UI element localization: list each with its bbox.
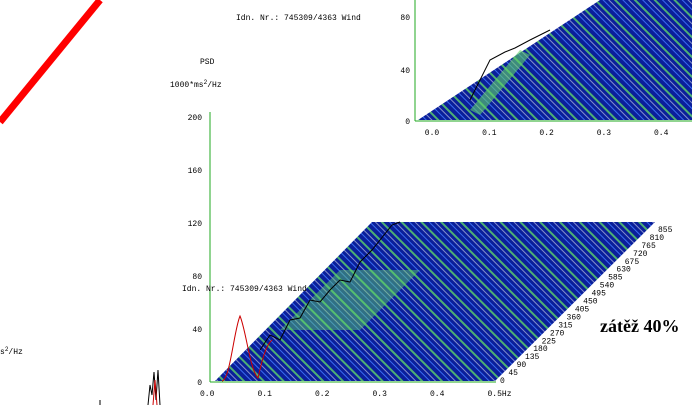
main-peak: [221, 314, 273, 382]
bl-exp: 2: [5, 346, 9, 353]
main-x-tick: 0.1: [258, 390, 273, 399]
top-x-tick: 0.0: [425, 129, 440, 138]
top-y-tick: 80: [400, 14, 410, 23]
main-x-tick: 0.4: [430, 390, 445, 399]
top-x-tick: 0.2: [539, 129, 554, 138]
top-x-tick: 0.4: [654, 129, 669, 138]
depth-label: 810: [650, 234, 665, 243]
main-waterfall: [215, 222, 655, 381]
depth-label: 0: [500, 377, 505, 386]
depth-label: 360: [567, 313, 582, 322]
bl-prefix: s: [0, 348, 5, 357]
depth-label: 495: [591, 290, 606, 299]
depth-label: 720: [633, 250, 648, 259]
depth-label: 270: [550, 329, 565, 338]
unit-prefix: 1000*ms: [170, 81, 204, 90]
depth-label: 405: [575, 305, 590, 314]
annotation: zátěž 40%: [600, 316, 679, 336]
main-y-tick: 40: [192, 326, 202, 335]
main-y-tick: 160: [188, 167, 203, 176]
main-id-label: Idn. Nr.: 745309/4363 Wind: [182, 285, 307, 294]
main-y-tick: 120: [188, 220, 203, 229]
main-curves: [259, 221, 401, 351]
depth-label: 855: [658, 226, 673, 235]
psd-label: PSD: [200, 58, 215, 67]
bl-spike: [147, 369, 161, 405]
depth-label: 585: [608, 274, 623, 283]
main-x-tick: 0.2: [315, 390, 330, 399]
depth-label: 675: [625, 258, 640, 267]
depth-label: 450: [583, 298, 598, 307]
unit-suffix: /Hz: [207, 81, 222, 90]
top-id-label: Idn. Nr.: 745309/4363 Wind: [236, 14, 361, 23]
depth-label: 315: [558, 321, 573, 330]
top-waterfall: [418, 0, 692, 120]
depth-label: 540: [600, 282, 615, 291]
top-x-tick: 0.1: [482, 129, 497, 138]
top-curves: [469, 29, 551, 101]
depth-label: 45: [508, 369, 518, 378]
depth-label: 630: [616, 266, 631, 275]
depth-label: 225: [542, 337, 557, 346]
depth-label: 135: [525, 353, 540, 362]
depth-label: 180: [533, 345, 548, 354]
unit-exp: 2: [204, 79, 208, 86]
main-y-tick: 0: [197, 379, 202, 388]
bl-unit: s2/Hz: [0, 346, 23, 357]
top-highlight: [470, 50, 530, 115]
main-x-tick: 0.3: [373, 390, 388, 399]
main-highlight: [280, 270, 420, 330]
depth-label: 765: [641, 242, 656, 251]
main-y-tick: 200: [188, 114, 203, 123]
top-y-tick: 40: [400, 67, 410, 76]
red-line: [0, 0, 103, 125]
bl-spike-red: [152, 379, 158, 405]
depth-label: 90: [517, 361, 527, 370]
main-x-tick: 0.5Hz: [488, 390, 512, 399]
main-y-tick: 80: [192, 273, 202, 282]
unit-label: 1000*ms2/Hz: [170, 79, 222, 90]
bl-suffix: /Hz: [8, 348, 23, 357]
main-x-tick: 0.0: [200, 390, 215, 399]
top-y-tick: 0: [405, 118, 410, 127]
top-x-tick: 0.3: [597, 129, 612, 138]
